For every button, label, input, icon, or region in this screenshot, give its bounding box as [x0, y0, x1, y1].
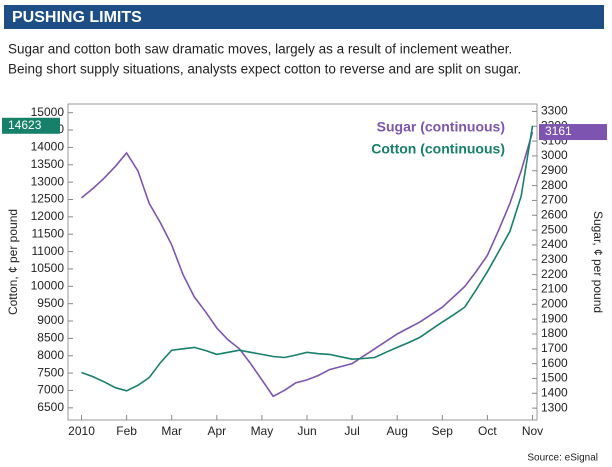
y2-tick-label: 1700 [541, 341, 568, 355]
x-tick-label: Feb [116, 424, 137, 438]
series-line [80, 131, 534, 398]
y2-tick-label: 3300 [541, 104, 568, 118]
y-tick-label: 8000 [37, 348, 64, 362]
y-tick-label: 6500 [37, 400, 64, 414]
y2-tick-label: 1300 [541, 400, 568, 414]
y-tick-label: 11000 [32, 244, 65, 258]
y2-tick-label: 2000 [541, 296, 568, 310]
chart-title: PUSHING LIMITS [12, 9, 142, 26]
x-tick-label: Jun [297, 424, 316, 438]
y2-tick-label: 1400 [541, 385, 568, 399]
y-tick-label: 13500 [31, 157, 65, 171]
plot-frame [67, 103, 538, 421]
title-bar [4, 5, 604, 29]
source: Source: eSignal [527, 453, 598, 464]
x-tick-label: 2010 [68, 424, 95, 438]
y-tick-label: 13000 [31, 174, 65, 188]
y-tick-label: 7500 [37, 365, 64, 379]
y-tick-label: 12500 [31, 192, 65, 206]
y-tick-label: 10000 [31, 278, 65, 292]
last-value-label: 14623 [8, 118, 42, 132]
y2-axis-title: Sugar, ¢ per pound [591, 211, 605, 313]
y-tick-label: 11500 [32, 226, 65, 240]
x-tick-label: Mar [161, 424, 182, 438]
y2-tick-label: 2200 [541, 267, 568, 281]
y-tick-label: 7000 [37, 383, 64, 397]
x-tick-label: Oct [478, 424, 497, 438]
last-value-label: 3161 [545, 124, 572, 138]
y2-tick-label: 2700 [541, 193, 568, 207]
y2-tick-label: 2400 [541, 237, 568, 251]
y2-tick-label: 1900 [541, 311, 568, 325]
y-tick-label: 8500 [37, 331, 64, 345]
y-tick-label: 14000 [31, 140, 65, 154]
y2-tick-label: 1500 [541, 371, 568, 385]
legend-entry: Sugar (continuous) [377, 119, 505, 135]
y2-tick-label: 2900 [541, 163, 568, 177]
x-tick-label: Apr [207, 424, 226, 438]
y2-tick-label: 2300 [541, 252, 568, 266]
legend-entry: Cotton (continuous) [371, 141, 505, 157]
y-tick-label: 10500 [31, 261, 65, 275]
y-tick-label: 9500 [37, 296, 64, 310]
y2-tick-label: 2800 [541, 178, 568, 192]
last-value-box [2, 117, 60, 134]
x-tick-label: Sep [432, 424, 454, 438]
y2-tick-label: 1600 [541, 356, 568, 370]
series-line [81, 125, 534, 392]
x-tick-label: Aug [387, 424, 408, 438]
y-tick-label: 12000 [31, 209, 65, 223]
subtitle: Sugar and cotton both saw dramatic moves… [8, 42, 512, 57]
x-tick-label: Nov [522, 424, 543, 438]
x-tick-label: Jul [344, 424, 359, 438]
y-axis-title: Cotton, ¢ per pound [6, 209, 20, 315]
y2-tick-label: 2600 [541, 207, 568, 221]
last-value-box [539, 124, 607, 141]
y-tick-label: 15000 [31, 105, 65, 119]
y2-tick-label: 2500 [541, 222, 568, 236]
subtitle: Being short supply situations, analysts … [8, 62, 521, 77]
y2-tick-label: 2100 [541, 282, 568, 296]
y2-tick-label: 1800 [541, 326, 568, 340]
y-tick-label: 9000 [37, 313, 64, 327]
x-tick-label: May [251, 424, 274, 438]
y2-tick-label: 3000 [541, 148, 568, 162]
